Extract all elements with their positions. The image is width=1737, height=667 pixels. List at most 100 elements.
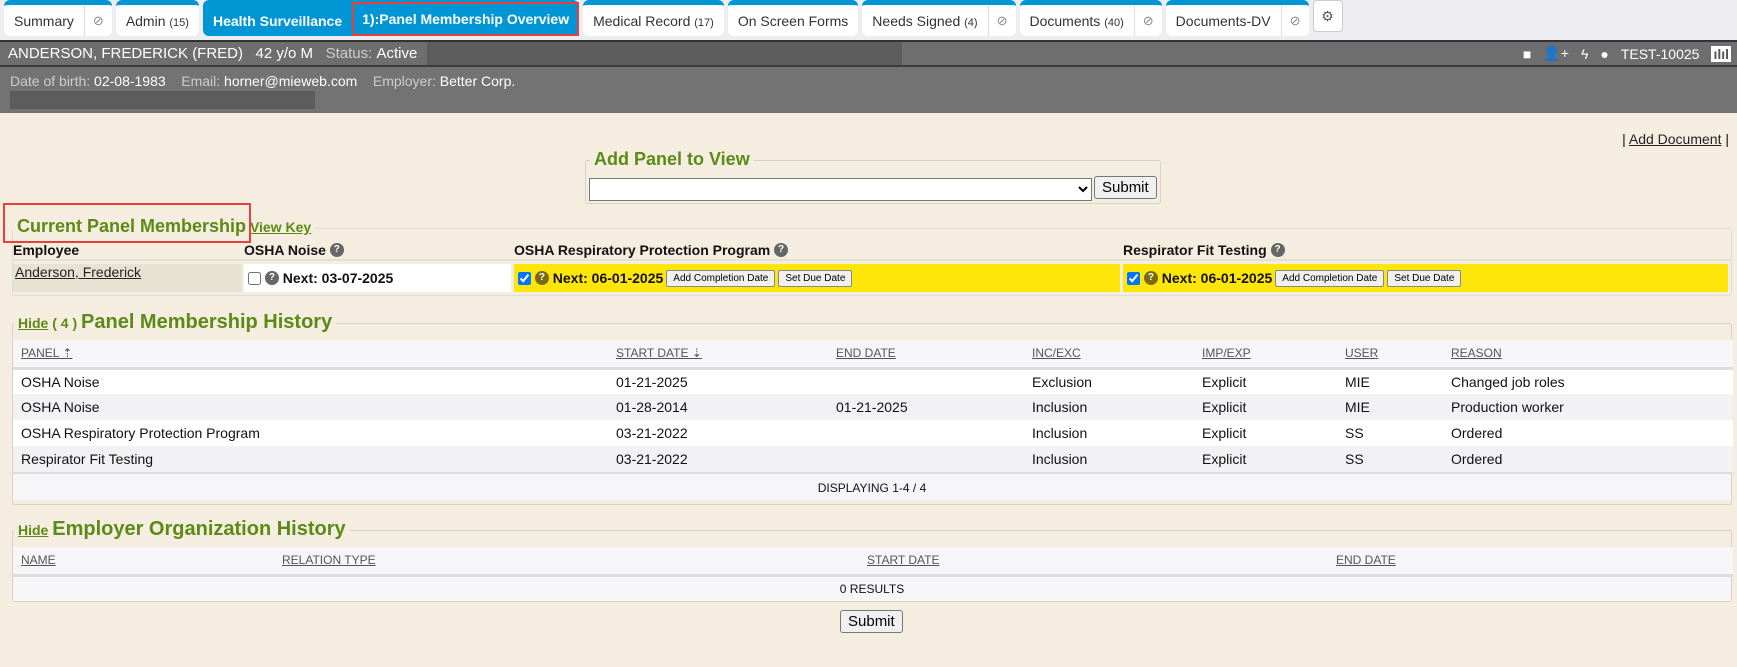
open-external-icon[interactable]: ⊘ bbox=[1133, 5, 1162, 36]
column-header[interactable]: START DATE ⇣ bbox=[608, 340, 828, 370]
history-count: ( 4 ) bbox=[52, 315, 78, 331]
employer-table: NAME RELATION TYPE START DATE END DATE bbox=[13, 547, 1733, 577]
top-links: | Add Document | bbox=[1622, 131, 1729, 147]
column-header[interactable]: START DATE bbox=[859, 547, 1328, 577]
next-due-date: Next: 03-07-2025 bbox=[282, 270, 394, 286]
hide-employer-link[interactable]: Hide bbox=[18, 522, 49, 538]
table-cell: Ordered bbox=[1443, 420, 1733, 446]
column-header[interactable]: PANEL ⇡ bbox=[13, 340, 608, 370]
add-completion-date-button[interactable]: Add Completion Date bbox=[666, 269, 776, 287]
table-cell: MIE bbox=[1337, 368, 1443, 394]
help-icon[interactable]: ? bbox=[774, 243, 789, 257]
employer-legend: Hide Employer Organization History bbox=[14, 518, 350, 540]
help-icon[interactable]: ? bbox=[534, 271, 549, 285]
table-row: OSHA Noise 01-28-2014 01-21-2025 Inclusion E… bbox=[13, 394, 1733, 420]
column-header[interactable]: IMP/EXP bbox=[1194, 340, 1337, 370]
table-cell bbox=[828, 368, 1024, 394]
history-title: Panel Membership History bbox=[81, 311, 333, 333]
tab-health-surveillance[interactable]: Health Surveillance 1):Panel Membership O… bbox=[202, 0, 580, 36]
table-cell: Inclusion bbox=[1024, 446, 1194, 472]
tab-count: (15) bbox=[169, 16, 189, 29]
table-cell: Inclusion bbox=[1024, 394, 1194, 420]
panel-column-header: OSHA Noise ? bbox=[244, 241, 514, 261]
table-cell: Explicit bbox=[1194, 368, 1337, 394]
panel-cell: ? Next: 03-07-2025 bbox=[244, 264, 511, 292]
tab-count: (40) bbox=[1104, 16, 1124, 29]
tab-label: On Screen Forms bbox=[737, 12, 849, 29]
help-icon[interactable]: ? bbox=[264, 271, 279, 285]
add-panel-submit-button[interactable]: Submit bbox=[1094, 176, 1157, 199]
highlight-box bbox=[3, 203, 251, 243]
submit-button[interactable]: Submit bbox=[840, 610, 903, 633]
tab-count: (4) bbox=[964, 16, 978, 29]
panel-select[interactable] bbox=[589, 178, 1092, 201]
employer-value: Better Corp. bbox=[439, 73, 516, 89]
column-header[interactable]: REASON bbox=[1443, 340, 1733, 370]
email-value: horner@mieweb.com bbox=[224, 73, 358, 89]
history-footer: DISPLAYING 1-4 / 4 bbox=[13, 472, 1731, 500]
tab-medical-record[interactable]: Medical Record (17) bbox=[583, 0, 724, 36]
table-cell: 03-21-2022 bbox=[608, 446, 828, 472]
table-cell: 01-21-2025 bbox=[608, 368, 828, 394]
chart-icon[interactable]: ılıl bbox=[1711, 45, 1731, 62]
employer-history-fieldset: Hide Employer Organization History NAME R… bbox=[12, 518, 1733, 602]
help-icon[interactable]: ? bbox=[1270, 243, 1285, 257]
help-icon[interactable]: ? bbox=[1143, 271, 1158, 285]
next-due-date: Next: 06-01-2025 bbox=[552, 270, 664, 286]
user-icon: ● bbox=[1600, 45, 1609, 62]
table-cell: OSHA Respiratory Protection Program bbox=[13, 420, 608, 446]
tab-documents[interactable]: Documents (40) ⊘ bbox=[1019, 0, 1162, 36]
column-header[interactable]: END DATE bbox=[828, 340, 1024, 370]
video-icon[interactable]: ■ bbox=[1522, 45, 1532, 62]
dob-value: 02-08-1983 bbox=[94, 73, 166, 89]
add-document-link[interactable]: Add Document bbox=[1628, 131, 1722, 147]
column-header[interactable]: NAME bbox=[13, 547, 274, 577]
patient-info: Date of birth: 02-08-1983 Email: horner@… bbox=[0, 67, 1737, 113]
table-cell: 03-21-2022 bbox=[608, 420, 828, 446]
employer-label: Employer: bbox=[372, 73, 436, 89]
open-external-icon[interactable]: ⊘ bbox=[83, 5, 112, 36]
panel-membership-checkbox[interactable] bbox=[518, 271, 531, 285]
table-cell: SS bbox=[1337, 446, 1443, 472]
employee-link[interactable]: Anderson, Frederick bbox=[15, 264, 142, 280]
column-header[interactable]: RELATION TYPE bbox=[274, 547, 859, 577]
add-completion-date-button[interactable]: Add Completion Date bbox=[1275, 269, 1385, 287]
hide-history-link[interactable]: Hide bbox=[18, 315, 49, 331]
patient-header: ANDERSON, FREDERICK (FRED) 42 y/o M Stat… bbox=[0, 40, 1737, 67]
tab-sub-panel-membership-overview[interactable]: 1):Panel Membership Overview bbox=[352, 1, 580, 36]
table-cell: Production worker bbox=[1443, 394, 1733, 420]
panel-membership-checkbox[interactable] bbox=[248, 271, 261, 285]
tab-label: Medical Record (17) bbox=[593, 12, 714, 29]
table-cell: MIE bbox=[1337, 394, 1443, 420]
column-header[interactable]: USER bbox=[1337, 340, 1443, 370]
view-key-link[interactable]: View Key bbox=[249, 219, 312, 235]
patient-name: ANDERSON, FREDERICK (FRED) bbox=[8, 45, 244, 62]
column-header[interactable]: INC/EXC bbox=[1024, 340, 1194, 370]
table-cell: OSHA Noise bbox=[13, 394, 608, 420]
tab-admin[interactable]: Admin (15) bbox=[115, 0, 199, 36]
panel-membership-checkbox[interactable] bbox=[1127, 271, 1140, 285]
patient-age: 42 y/o M bbox=[255, 45, 314, 62]
tab-needs-signed[interactable]: Needs Signed (4) ⊘ bbox=[862, 0, 1016, 36]
redacted-block bbox=[427, 42, 903, 65]
set-due-date-button[interactable]: Set Due Date bbox=[778, 269, 853, 287]
tab-documents-dv[interactable]: Documents-DV ⊘ bbox=[1165, 0, 1309, 36]
redacted-block bbox=[10, 91, 315, 109]
add-user-icon[interactable]: 👤+ bbox=[1543, 45, 1569, 61]
table-cell: 01-28-2014 bbox=[608, 394, 828, 420]
table-cell: Changed job roles bbox=[1443, 368, 1733, 394]
open-external-icon[interactable]: ⊘ bbox=[1280, 5, 1309, 36]
employer-history-title: Employer Organization History bbox=[52, 518, 346, 540]
tab-on-screen-forms[interactable]: On Screen Forms bbox=[727, 0, 859, 36]
lightning-icon[interactable]: ϟ bbox=[1580, 45, 1589, 62]
next-due-date: Next: 06-01-2025 bbox=[1161, 270, 1273, 286]
open-external-icon[interactable]: ⊘ bbox=[987, 5, 1016, 36]
tab-summary[interactable]: Summary ⊘ bbox=[4, 0, 112, 36]
tab-label: Health Surveillance bbox=[212, 12, 343, 29]
help-icon[interactable]: ? bbox=[329, 243, 344, 257]
column-header[interactable]: END DATE bbox=[1328, 547, 1733, 577]
tab-label: Needs Signed (4) bbox=[872, 12, 978, 29]
settings-gear-icon[interactable]: ⚙ bbox=[1312, 0, 1343, 32]
set-due-date-button[interactable]: Set Due Date bbox=[1387, 269, 1462, 287]
table-row: Respirator Fit Testing 03-21-2022 Inclusio… bbox=[13, 446, 1733, 472]
